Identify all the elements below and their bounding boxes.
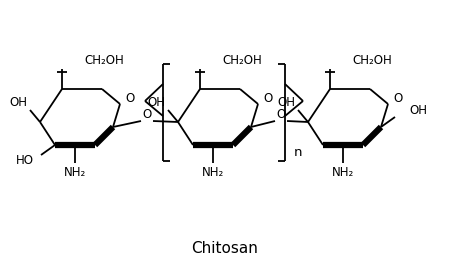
Text: O: O <box>263 93 272 105</box>
Text: OH: OH <box>147 95 165 109</box>
Text: NH₂: NH₂ <box>202 165 224 179</box>
Text: n: n <box>294 146 302 160</box>
Text: O: O <box>276 109 286 121</box>
Text: CH₂OH: CH₂OH <box>222 54 262 68</box>
Text: Chitosan: Chitosan <box>192 241 258 256</box>
Text: CH₂OH: CH₂OH <box>352 54 392 68</box>
Text: NH₂: NH₂ <box>332 165 354 179</box>
Text: NH₂: NH₂ <box>64 165 86 179</box>
Text: OH: OH <box>9 95 27 109</box>
Text: OH: OH <box>409 105 427 117</box>
Text: O: O <box>125 93 134 105</box>
Text: OH: OH <box>277 95 295 109</box>
Text: O: O <box>142 109 152 121</box>
Text: HO: HO <box>16 155 34 167</box>
Text: O: O <box>393 93 402 105</box>
Text: CH₂OH: CH₂OH <box>84 54 124 68</box>
